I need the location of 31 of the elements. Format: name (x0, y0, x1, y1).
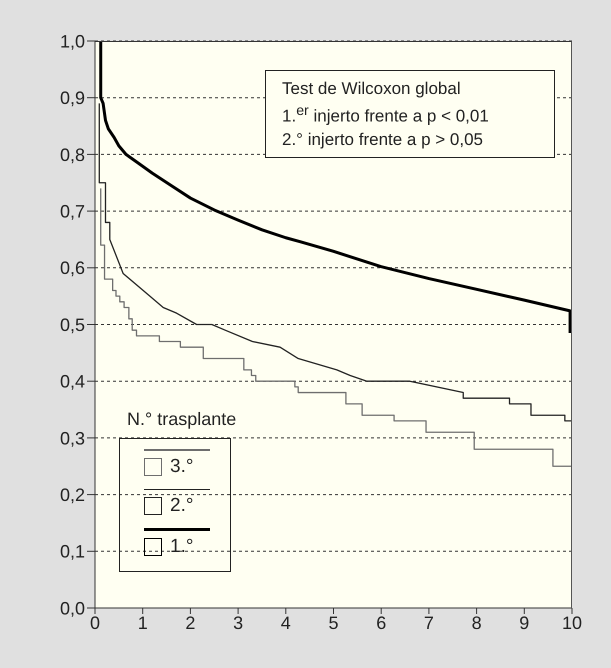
y-tick-label: 0,8 (60, 144, 85, 165)
annotation: 1.$^{er}$ injerto frente a p < 0,01 (282, 102, 490, 128)
y-tick-label: 0,0 (60, 598, 85, 618)
x-tick-label: 1 (138, 612, 148, 633)
annotation: 2.° injerto frente a p > 0,05 (282, 128, 484, 151)
x-tick-label: 6 (376, 612, 386, 633)
x-tick-label: 4 (280, 612, 291, 633)
legend-label: 2.° (170, 495, 194, 517)
legend-label: 3.° (170, 456, 194, 478)
y-tick-label: 0,4 (60, 372, 85, 392)
y-tick-label: 0,3 (60, 428, 85, 448)
x-tick-label: 8 (472, 612, 482, 633)
annotation: Test de Wilcoxon global (282, 78, 462, 100)
y-tick-label: 0,5 (60, 314, 85, 335)
legend-title: N.° trasplante (127, 409, 236, 430)
x-tick-label: 5 (328, 612, 339, 633)
line-series (99, 41, 572, 335)
y-tick-label: 1,0 (60, 31, 85, 52)
y-tick-label: 0,2 (60, 484, 85, 505)
y-tick-label: 0,7 (60, 201, 85, 222)
x-tick-label: 7 (424, 612, 434, 633)
x-tick-label: 9 (519, 612, 530, 633)
y-tick-label: 0,9 (60, 88, 85, 108)
x-tick-label: 3 (233, 612, 244, 633)
note-frame: Test de Wilcoxon global 1.$^{er}$ injerto frente a p < 0,01 2.° injerto frente a p > 0,05 (265, 70, 555, 158)
x-tick-label: 2 (185, 612, 196, 633)
x-tick-label: 10 (562, 612, 582, 633)
y-tick-label: 0,6 (60, 258, 85, 278)
x-tick-label: 0 (90, 612, 100, 633)
y-tick-label: 0,1 (60, 542, 85, 562)
legend-label: 1.° (170, 536, 194, 558)
